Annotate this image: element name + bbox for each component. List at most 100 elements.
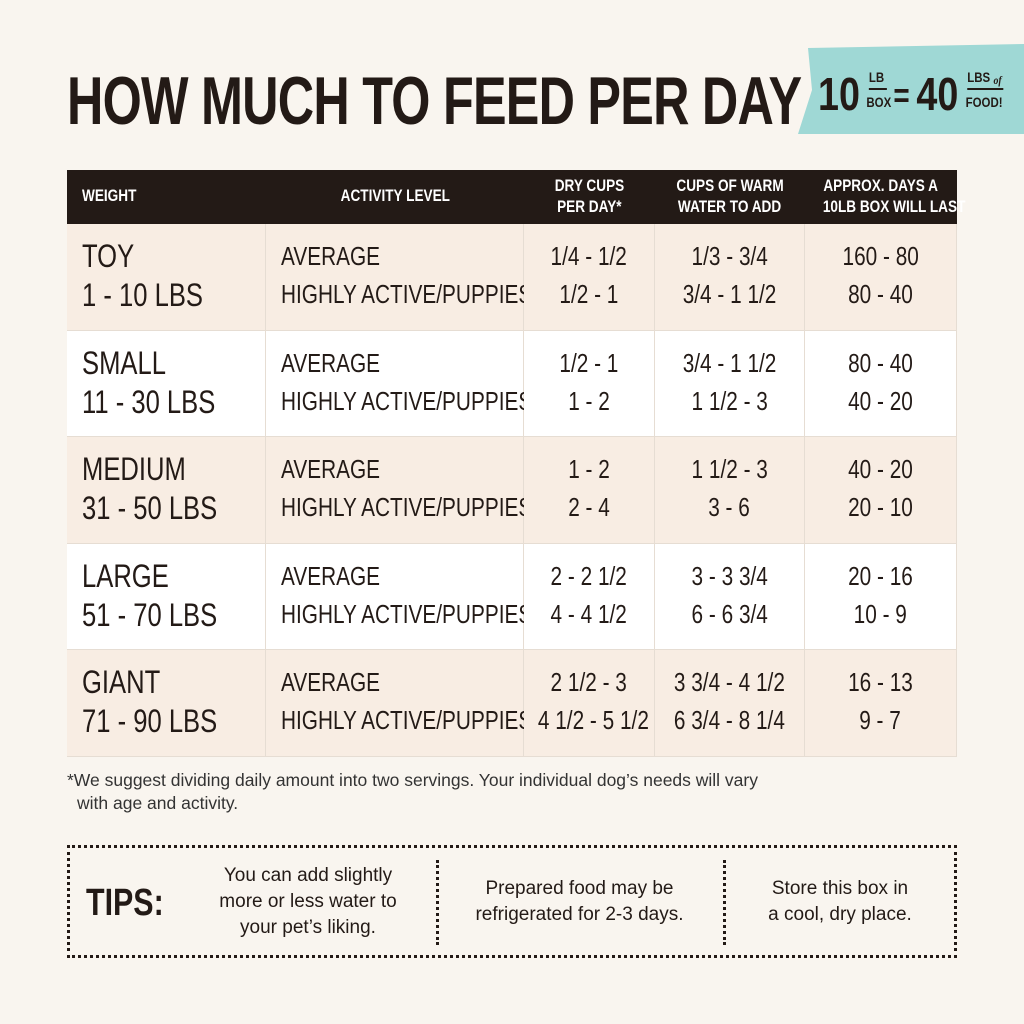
separator <box>723 860 726 945</box>
cell-line: 20 - 16 <box>805 561 956 592</box>
cell-text: AVERAGE <box>281 347 381 378</box>
cell-text: LARGE <box>82 557 169 594</box>
cell-text: AVERAGE <box>281 241 381 271</box>
cell-line: APPROX. DAYS A <box>805 176 957 196</box>
tip-line: Prepared food may be <box>485 877 674 899</box>
tip-line: refrigerated for 2-3 days. <box>475 903 684 925</box>
header-cell: WEIGHT <box>67 170 266 224</box>
cell-text: 3 3/4 - 4 1/2 <box>673 667 785 698</box>
tip-line: You can add slightly <box>223 864 393 886</box>
cell-line: 40 - 20 <box>805 386 956 417</box>
cell-text: HIGHLY ACTIVE/PUPPIES <box>281 705 533 736</box>
cell-text: 2 1/2 - 3 <box>550 667 628 698</box>
cell-text: 4 - 4 1/2 <box>550 598 628 629</box>
table-cell: SMALL 11 - 30 LBS <box>67 330 266 438</box>
cell-text: 1 - 10 LBS <box>82 277 203 313</box>
cell-text: WEIGHT <box>82 186 137 205</box>
cell-text: 1/3 - 3/4 <box>691 241 768 271</box>
table-cell: AVERAGE HIGHLY ACTIVE/PUPPIES <box>266 437 532 544</box>
cell-line: 1/3 - 3/4 <box>655 241 804 272</box>
table-cell: TOY 1 - 10 LBS <box>67 224 266 331</box>
table-cell: GIANT 71 - 90 LBS <box>67 650 266 757</box>
cell-text: 1/2 - 1 <box>559 279 619 309</box>
cell-line: AVERAGE <box>266 561 523 592</box>
footnote: *We suggest dividing daily amount into t… <box>67 770 758 790</box>
cell-line: HIGHLY ACTIVE/PUPPIES <box>266 386 532 417</box>
cell-line: 2 - 2 1/2 <box>524 561 654 592</box>
cell-line: 6 - 6 3/4 <box>655 599 804 630</box>
cell-line: 4 - 4 1/2 <box>524 599 654 630</box>
cell-text: MEDIUM <box>82 451 186 488</box>
cell-line: 10 - 9 <box>805 599 956 630</box>
cell-text: 1 1/2 - 3 <box>691 385 768 416</box>
title: HOW MUCH TO FEED PER DAY <box>67 63 802 139</box>
table-cell: LARGE 51 - 70 LBS <box>67 543 266 651</box>
cell-text: 6 3/4 - 8 1/4 <box>673 705 785 736</box>
cell-text: SMALL <box>82 344 166 381</box>
cell-text: AVERAGE <box>281 667 381 698</box>
table-cell: 1/3 - 3/4 3/4 - 1 1/2 <box>655 224 805 331</box>
cell-text: HIGHLY ACTIVE/PUPPIES <box>281 385 533 416</box>
cell-line: 9 - 7 <box>805 705 956 736</box>
cell-text: 1 - 2 <box>568 385 610 416</box>
cell-line: MEDIUM <box>67 451 265 488</box>
cell-line: 1/2 - 1 <box>524 279 654 310</box>
badge-number: 40 <box>916 68 958 119</box>
table-cell: MEDIUM 31 - 50 LBS <box>67 437 266 544</box>
cell-line: 2 1/2 - 3 <box>524 667 654 698</box>
table-cell: AVERAGE HIGHLY ACTIVE/PUPPIES <box>266 224 532 331</box>
cell-text: 1 - 2 <box>568 454 610 485</box>
cell-line: TOY <box>67 238 265 275</box>
cell-line: 4 1/2 - 5 1/2 <box>524 705 654 736</box>
cell-text: 10 - 9 <box>853 598 908 629</box>
table-cell: 1/2 - 1 1 - 2 <box>524 330 655 438</box>
cell-line: 71 - 90 LBS <box>67 703 265 740</box>
cell-text: 160 - 80 <box>842 241 919 271</box>
cell-text: 40 - 20 <box>848 454 913 485</box>
table-cell: 20 - 16 10 - 9 <box>805 543 957 651</box>
cell-line: 1/4 - 1/2 <box>524 241 654 272</box>
tip: You can add slightly more or less water t… <box>180 848 436 955</box>
cell-text: 20 - 16 <box>848 560 913 591</box>
cell-line: 3 - 3 3/4 <box>655 561 804 592</box>
cell-line: 10LB BOX WILL LAST <box>805 197 966 217</box>
cell-line: 11 - 30 LBS <box>67 384 265 421</box>
badge-unit: LBS <box>967 69 990 85</box>
cell-text: 40 - 20 <box>848 385 913 416</box>
cell-line: CUPS OF WARM <box>655 176 805 196</box>
cell-text: 10LB BOX WILL LAST <box>822 197 966 216</box>
header-cell: CUPS OF WARM WATER TO ADD <box>655 170 805 224</box>
cell-text: 51 - 70 LBS <box>82 596 218 633</box>
cell-line: 40 - 20 <box>805 454 956 485</box>
cell-line: 3/4 - 1 1/2 <box>655 279 804 310</box>
header-cell: ACTIVITY LEVEL <box>266 170 524 224</box>
badge-unit: FOOD! <box>966 94 1003 110</box>
cell-text: 2 - 4 <box>568 492 610 523</box>
badge-unit: LB <box>869 69 884 85</box>
cell-text: 20 - 10 <box>848 492 913 523</box>
cell-text: 71 - 90 LBS <box>82 703 218 740</box>
table-cell: 3 - 3 3/4 6 - 6 3/4 <box>655 543 805 651</box>
table-cell: 160 - 80 80 - 40 <box>805 224 957 331</box>
cell-text: 1 1/2 - 3 <box>691 454 768 485</box>
cell-line: 31 - 50 LBS <box>67 490 265 527</box>
cell-line: 80 - 40 <box>805 348 956 379</box>
header-cell: DRY CUPS PER DAY* <box>524 170 655 224</box>
badge-bg <box>798 44 1024 134</box>
badge-unit: BOX <box>866 94 891 110</box>
cell-text: 9 - 7 <box>859 705 902 736</box>
cell-line: WATER TO ADD <box>655 197 805 217</box>
cell-text: 3 - 3 3/4 <box>691 560 768 591</box>
tip-line: a cool, dry place. <box>768 903 912 925</box>
cell-line: HIGHLY ACTIVE/PUPPIES <box>266 599 532 630</box>
cell-line: AVERAGE <box>266 454 523 485</box>
cell-text: 2 - 2 1/2 <box>550 560 628 591</box>
cell-line: PER DAY* <box>524 197 655 217</box>
cell-text: 1/4 - 1/2 <box>550 241 628 271</box>
table-cell: 2 1/2 - 3 4 1/2 - 5 1/2 <box>524 650 655 757</box>
table-cell: 40 - 20 20 - 10 <box>805 437 957 544</box>
cell-line: 1 - 10 LBS <box>67 277 265 314</box>
cell-line: 16 - 13 <box>805 667 956 698</box>
table-cell: 1 1/2 - 3 3 - 6 <box>655 437 805 544</box>
